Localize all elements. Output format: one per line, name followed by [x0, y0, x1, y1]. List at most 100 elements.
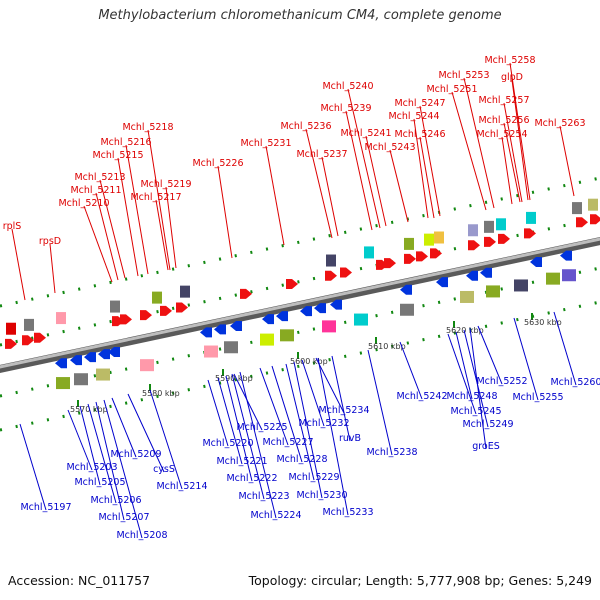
gene-label[interactable]: Mchl_5207 [98, 512, 149, 523]
gene-label[interactable]: ruvB [339, 433, 361, 444]
gene-label[interactable]: Mchl_5221 [216, 456, 267, 467]
gene-label[interactable]: Mchl_5197 [20, 502, 71, 513]
gene-label[interactable]: Mchl_5209 [110, 449, 161, 460]
gene-label[interactable]: Mchl_5237 [296, 149, 347, 160]
callout-leader [463, 77, 495, 209]
gene-label[interactable]: Mchl_5218 [122, 122, 173, 133]
gene-label[interactable]: Mchl_5219 [140, 179, 191, 190]
gene-label[interactable]: Mchl_5236 [280, 121, 331, 132]
callout-leader [83, 205, 113, 283]
gene-label[interactable]: Mchl_5239 [320, 103, 371, 114]
callout-leader [553, 311, 577, 386]
gene-label[interactable]: Mchl_5213 [74, 172, 125, 183]
gene-label[interactable]: Mchl_5223 [238, 491, 289, 502]
callout-leader [233, 373, 263, 431]
callout-leader [509, 62, 531, 201]
gene-category-box [140, 359, 154, 372]
callout-leader [503, 102, 523, 203]
gene-label[interactable]: Mchl_5230 [296, 490, 347, 501]
callout-leader [367, 349, 393, 456]
callout-leader [447, 333, 477, 415]
gene-category-box [562, 269, 576, 282]
callout-leader [67, 409, 93, 471]
gene-label[interactable]: Mchl_5255 [512, 392, 563, 403]
gene-label[interactable]: Mchl_5233 [322, 507, 373, 518]
gene-label[interactable]: Mchl_5256 [478, 115, 529, 126]
callout-leader [503, 122, 521, 203]
gene-label[interactable]: Mchl_5251 [426, 84, 477, 95]
gene-label[interactable]: Mchl_5210 [58, 198, 109, 209]
gene-label[interactable]: Mchl_5244 [388, 111, 439, 122]
gene-label[interactable]: Mchl_5238 [366, 447, 417, 458]
gene-label[interactable]: Mchl_5232 [298, 418, 349, 429]
gene-label[interactable]: cysS [153, 464, 175, 475]
gene-label[interactable]: Mchl_5203 [66, 462, 117, 473]
gene-label[interactable]: Mchl_5260 [550, 377, 600, 388]
forward-gene-arrow [416, 251, 428, 262]
gene-label[interactable]: rpsD [39, 236, 61, 247]
reverse-gene-arrow [330, 299, 342, 310]
backbone [0, 236, 600, 374]
gene-label[interactable]: Mchl_5247 [394, 98, 445, 109]
gene-label[interactable]: Mchl_5258 [484, 55, 535, 66]
callout-leader [217, 165, 233, 259]
callout-leader [463, 329, 489, 428]
callout-leader [559, 125, 575, 197]
scale-tick-label: 5610 kbp [368, 342, 406, 351]
gene-label[interactable]: Mchl_5252 [476, 376, 527, 387]
gene-label[interactable]: Mchl_5224 [250, 510, 301, 521]
callout-leader [19, 423, 47, 511]
callout-leader [469, 327, 487, 450]
gene-label[interactable]: Mchl_5231 [240, 138, 291, 149]
gene-category-box [204, 345, 218, 358]
gene-label[interactable]: Mchl_5206 [90, 495, 141, 506]
gene-label[interactable]: Mchl_5208 [116, 530, 167, 541]
gene-label[interactable]: Mchl_5214 [156, 481, 207, 492]
callout-leader [127, 393, 165, 473]
callout-leader [103, 399, 143, 539]
gene-label[interactable]: Mchl_5229 [288, 472, 339, 483]
gene-label[interactable]: Mchl_5220 [202, 438, 253, 449]
gene-label[interactable]: Mchl_5248 [446, 391, 497, 402]
gene-label[interactable]: Mchl_5240 [322, 81, 373, 92]
gene-category-box [514, 279, 528, 292]
gene-category-box [404, 237, 414, 250]
forward-gene-arrow [498, 233, 510, 244]
gene-label[interactable]: Mchl_5226 [192, 158, 243, 169]
gene-label[interactable]: Mchl_5211 [70, 185, 121, 196]
callout-leader [511, 79, 529, 201]
forward-gene-arrow [404, 253, 416, 264]
gene-label[interactable]: Mchl_5222 [226, 473, 277, 484]
callout-leader [95, 401, 125, 521]
callout-leader [11, 228, 26, 301]
gene-label[interactable]: Mchl_5243 [364, 142, 415, 153]
callout-leader [111, 397, 137, 458]
gene-label[interactable]: Mchl_5245 [450, 406, 501, 417]
callout-leader [513, 317, 539, 401]
gene-label[interactable]: Mchl_5253 [438, 70, 489, 81]
gene-label[interactable]: Mchl_5228 [276, 454, 327, 465]
accession-label: Accession: NC_011757 [8, 573, 151, 588]
gene-label[interactable]: Mchl_5241 [340, 128, 391, 139]
gene-label[interactable]: Mchl_5225 [236, 422, 287, 433]
gene-label[interactable]: rplS [3, 221, 22, 232]
callout-leader [117, 157, 139, 277]
gene-label[interactable]: Mchl_5249 [462, 419, 513, 430]
gene-label[interactable]: Mchl_5257 [478, 95, 529, 106]
callout-leader [231, 373, 265, 500]
callout-leader [477, 325, 503, 385]
gene-label[interactable]: Mchl_5242 [396, 391, 447, 402]
gene-label[interactable]: groES [472, 441, 500, 452]
callout-leader [239, 371, 277, 519]
gene-label[interactable]: Mchl_5216 [100, 137, 151, 148]
reverse-gene-arrow [214, 324, 226, 335]
gene-label[interactable]: Mchl_5205 [74, 477, 125, 488]
gene-label[interactable]: Mchl_5263 [534, 118, 585, 129]
gene-label[interactable]: Mchl_5217 [130, 192, 181, 203]
gene-label[interactable]: Mchl_5227 [262, 437, 313, 448]
gene-label[interactable]: Mchl_5215 [92, 150, 143, 161]
gene-label[interactable]: Mchl_5254 [476, 129, 527, 140]
gene-label[interactable]: Mchl_5246 [394, 129, 445, 140]
gene-category-box [424, 233, 434, 246]
